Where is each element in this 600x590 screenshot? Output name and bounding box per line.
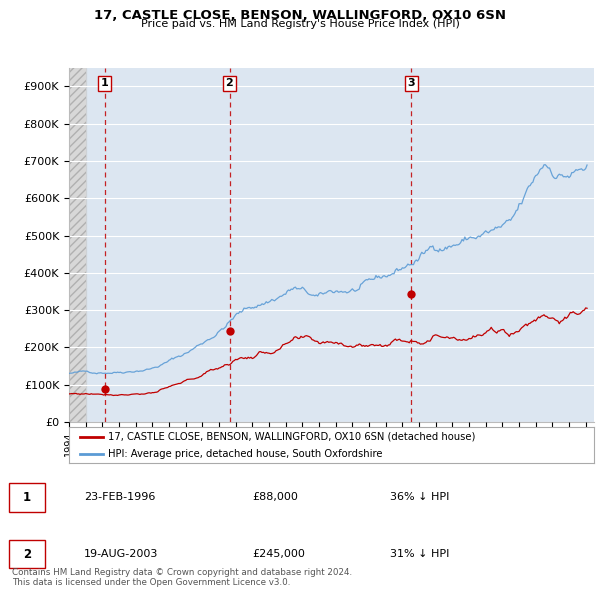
Text: 17, CASTLE CLOSE, BENSON, WALLINGFORD, OX10 6SN: 17, CASTLE CLOSE, BENSON, WALLINGFORD, O… xyxy=(94,9,506,22)
Text: £245,000: £245,000 xyxy=(252,549,305,559)
Bar xyxy=(69,68,86,422)
Text: 36% ↓ HPI: 36% ↓ HPI xyxy=(390,493,449,502)
Text: 3: 3 xyxy=(407,78,415,88)
Text: £88,000: £88,000 xyxy=(252,493,298,502)
Text: 31% ↓ HPI: 31% ↓ HPI xyxy=(390,549,449,559)
Text: 19-AUG-2003: 19-AUG-2003 xyxy=(84,549,158,559)
Text: 2: 2 xyxy=(226,78,233,88)
Text: 23-FEB-1996: 23-FEB-1996 xyxy=(84,493,155,502)
Text: 1: 1 xyxy=(23,491,31,504)
Bar xyxy=(69,68,86,422)
Text: 2: 2 xyxy=(23,548,31,560)
Text: Price paid vs. HM Land Registry's House Price Index (HPI): Price paid vs. HM Land Registry's House … xyxy=(140,19,460,30)
Text: Contains HM Land Registry data © Crown copyright and database right 2024.
This d: Contains HM Land Registry data © Crown c… xyxy=(12,568,352,587)
Text: HPI: Average price, detached house, South Oxfordshire: HPI: Average price, detached house, Sout… xyxy=(109,449,383,459)
Text: 1: 1 xyxy=(101,78,109,88)
Text: 17, CASTLE CLOSE, BENSON, WALLINGFORD, OX10 6SN (detached house): 17, CASTLE CLOSE, BENSON, WALLINGFORD, O… xyxy=(109,432,476,442)
